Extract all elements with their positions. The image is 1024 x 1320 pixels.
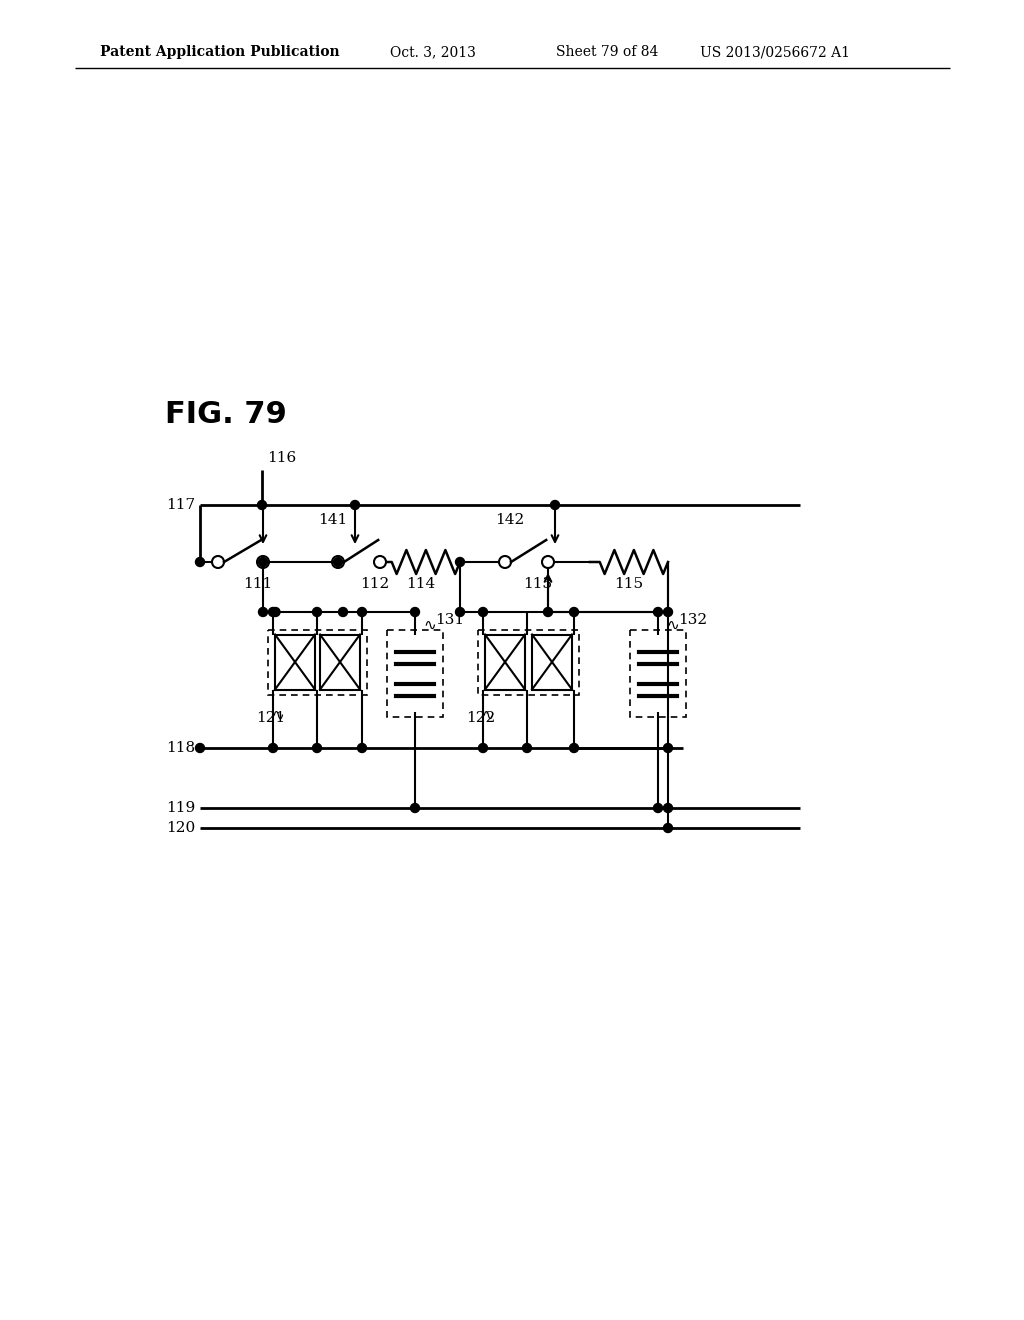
Circle shape	[339, 607, 347, 616]
Bar	[275, 635, 315, 689]
Bar	[485, 635, 525, 689]
Text: 116: 116	[267, 451, 296, 465]
Text: 117: 117	[166, 498, 195, 512]
Bar	[268, 630, 367, 694]
Text: US 2013/0256672 A1: US 2013/0256672 A1	[700, 45, 850, 59]
Circle shape	[664, 804, 673, 813]
Circle shape	[350, 500, 359, 510]
Circle shape	[332, 556, 344, 568]
Text: 120: 120	[166, 821, 195, 836]
Circle shape	[411, 607, 420, 616]
Circle shape	[478, 743, 487, 752]
Circle shape	[653, 607, 663, 616]
Circle shape	[257, 556, 269, 568]
Text: 118: 118	[166, 741, 195, 755]
Circle shape	[653, 804, 663, 813]
Circle shape	[258, 557, 267, 566]
Circle shape	[542, 556, 554, 568]
Circle shape	[268, 607, 278, 616]
Bar	[387, 630, 443, 717]
Text: 121: 121	[256, 711, 286, 726]
Text: FIG. 79: FIG. 79	[165, 400, 287, 429]
Circle shape	[478, 607, 487, 616]
Text: Sheet 79 of 84: Sheet 79 of 84	[556, 45, 658, 59]
Text: 114: 114	[407, 577, 435, 591]
Circle shape	[312, 607, 322, 616]
Text: 141: 141	[318, 513, 347, 527]
Circle shape	[569, 607, 579, 616]
Text: ∿: ∿	[424, 618, 436, 634]
Circle shape	[664, 743, 673, 752]
Bar	[532, 635, 572, 689]
Circle shape	[271, 607, 280, 616]
Circle shape	[664, 824, 673, 833]
Bar	[630, 630, 686, 717]
Text: 132: 132	[678, 612, 708, 627]
Bar	[319, 635, 360, 689]
Text: 122: 122	[466, 711, 496, 726]
Circle shape	[196, 557, 205, 566]
Circle shape	[257, 500, 266, 510]
Circle shape	[258, 607, 267, 616]
Circle shape	[374, 556, 386, 568]
Text: 131: 131	[435, 612, 464, 627]
Text: 115: 115	[614, 577, 643, 591]
Circle shape	[551, 500, 559, 510]
Circle shape	[212, 556, 224, 568]
Text: ∿: ∿	[271, 708, 285, 722]
Text: 119: 119	[166, 801, 195, 814]
Text: 111: 111	[244, 577, 272, 591]
Circle shape	[411, 804, 420, 813]
Circle shape	[357, 607, 367, 616]
Bar	[478, 630, 579, 694]
Circle shape	[569, 743, 579, 752]
Text: Patent Application Publication: Patent Application Publication	[100, 45, 340, 59]
Circle shape	[544, 607, 553, 616]
Text: 142: 142	[496, 513, 524, 527]
Circle shape	[522, 743, 531, 752]
Text: 112: 112	[360, 577, 389, 591]
Text: ∿: ∿	[667, 618, 679, 634]
Text: Oct. 3, 2013: Oct. 3, 2013	[390, 45, 476, 59]
Circle shape	[664, 607, 673, 616]
Circle shape	[196, 743, 205, 752]
Circle shape	[268, 743, 278, 752]
Circle shape	[456, 557, 465, 566]
Text: 113: 113	[523, 577, 553, 591]
Circle shape	[499, 556, 511, 568]
Circle shape	[357, 743, 367, 752]
Text: ∿: ∿	[481, 708, 495, 722]
Circle shape	[312, 743, 322, 752]
Circle shape	[456, 607, 465, 616]
Circle shape	[334, 557, 342, 566]
